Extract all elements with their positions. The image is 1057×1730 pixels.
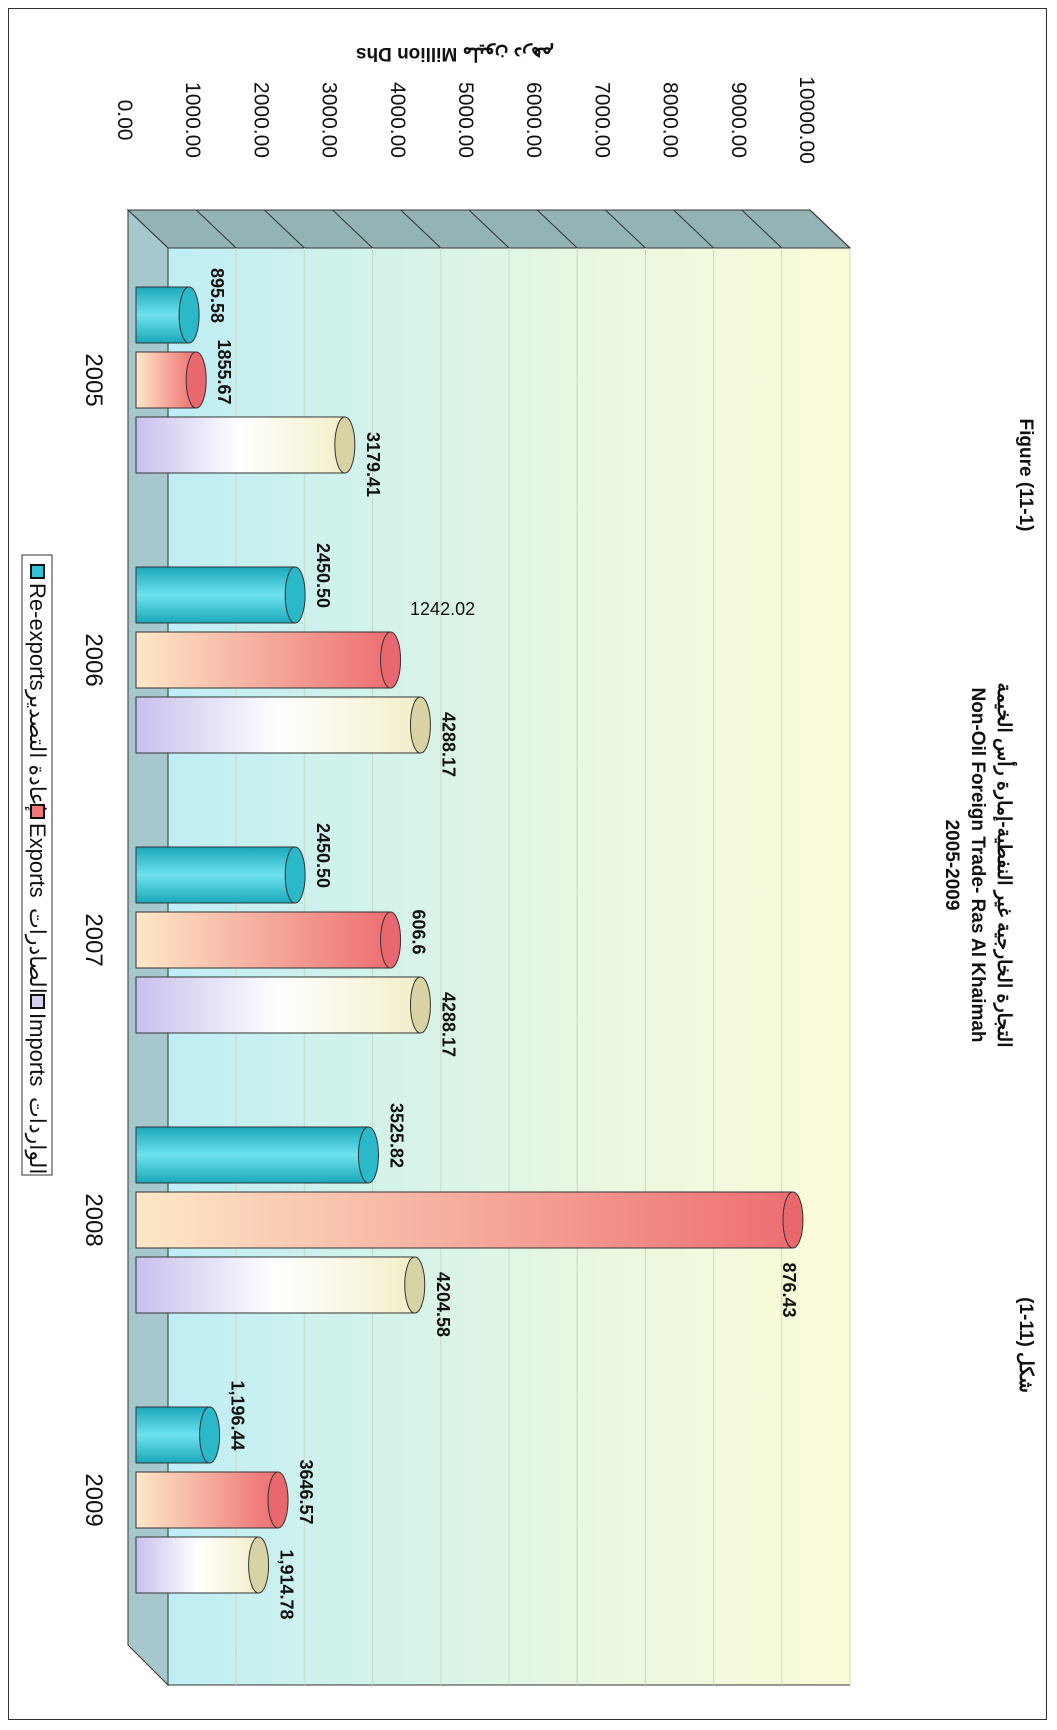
figure-label-en: Figure (11-1) (1015, 419, 1036, 532)
y-tick-label: 5000.00 (454, 82, 477, 158)
legend-swatch-reexports (30, 564, 45, 579)
bar-exports (135, 1471, 279, 1529)
y-tick-label: 1000.00 (181, 82, 204, 158)
bar-re-exports (135, 566, 296, 624)
bar-re-exports (135, 1406, 211, 1464)
gridline-diagonal (400, 209, 442, 249)
data-label: 1855.67 (214, 339, 234, 404)
y-tick-label: 10000.00 (795, 76, 818, 164)
data-label: 1,196.44 (228, 1380, 248, 1450)
gridline-diagonal (536, 209, 578, 249)
bar-imports (135, 416, 346, 474)
bar-cap (284, 566, 306, 624)
y-axis-title: مليون درهم Million Dhs (356, 43, 554, 64)
bar-re-exports (135, 1126, 369, 1184)
bar-imports (135, 976, 421, 1034)
bar-cap (199, 1406, 221, 1464)
gridline-diagonal (605, 209, 646, 249)
legend-swatch-exports (30, 804, 45, 819)
data-label: 2450.50 (313, 543, 333, 608)
y-tick-label: 3000.00 (318, 82, 341, 158)
figure-frame (8, 8, 1047, 1720)
y-tick-label: 9000.00 (727, 82, 750, 158)
bar-cap (409, 976, 431, 1034)
data-label: 1242.02 (410, 599, 475, 619)
x-category-label: 2009 (80, 1473, 107, 1526)
title-ar: التجارة الخارجية غير النفطية-إمارة رأس ا… (992, 683, 1018, 1048)
bar-cap (185, 351, 207, 409)
data-label: 3179.41 (363, 432, 383, 497)
bar-cap (334, 416, 356, 474)
gridline-diagonal (332, 209, 373, 249)
data-label: 3525.82 (386, 1103, 406, 1168)
bar-cap (248, 1536, 270, 1594)
data-label: 4288.17 (438, 712, 458, 777)
bar-cap (267, 1471, 289, 1529)
bar-cap (782, 1191, 804, 1249)
y-tick-label: 2000.00 (249, 82, 272, 158)
gridline-diagonal (809, 209, 851, 249)
data-label: 606.6 (409, 909, 429, 954)
bar-imports (135, 1536, 260, 1594)
data-label: 1,914.78 (277, 1549, 297, 1619)
data-label: 876.43 (779, 1262, 799, 1317)
x-axis-categories: 2005 2006 2007 2008 2009 (80, 353, 107, 1526)
bar-cap (284, 846, 306, 904)
x-category-label: 2006 (80, 633, 107, 686)
x-category-label: 2007 (80, 913, 107, 966)
y-axis-ticks: 0.00 1000.00 2000.00 3000.00 4000.00 5000.00 6… (113, 76, 818, 164)
data-label: 3646.57 (296, 1459, 316, 1524)
gridline-diagonal (741, 209, 783, 249)
y-tick-label: 0.00 (113, 100, 136, 141)
legend-reexports-ar: إعادة التصدير (24, 689, 50, 812)
figure-label-ar: شكل (11-1) (1015, 1297, 1036, 1393)
legend-imports-ar: الواردات (24, 1097, 50, 1175)
gridline-diagonal (195, 209, 237, 249)
x-category-label: 2008 (80, 1193, 107, 1246)
legend-exports: Exports (25, 823, 50, 898)
bar-cap (380, 631, 402, 689)
title-en: Non-Oil Foreign Trade- Ras Al Khaimah (967, 687, 988, 1042)
legend-imports: Imports (25, 1013, 50, 1086)
bar-cap (178, 286, 200, 344)
legend-exports-ar: الصادرات (24, 908, 50, 994)
y-tick-label: 8000.00 (659, 82, 682, 158)
bar-re-exports (135, 846, 296, 904)
bar-cap (409, 696, 431, 754)
y-tick-label: 4000.00 (386, 82, 409, 158)
y-tick-label: 7000.00 (590, 82, 613, 158)
gridline-diagonal (673, 209, 714, 249)
data-label: 895.58 (207, 268, 227, 323)
bar-exports (135, 631, 392, 689)
data-labels: 895.58 1855.67 3179.41 2450.50 1242.02 4288.1… (207, 268, 799, 1620)
x-category-label: 2005 (80, 353, 107, 406)
bar-exports (135, 911, 392, 969)
bar-cap (380, 911, 402, 969)
gridline-diagonal (264, 209, 305, 249)
bar-cap (357, 1126, 379, 1184)
data-label: 4204.58 (433, 1272, 453, 1337)
bar-imports (135, 696, 421, 754)
bars (135, 286, 804, 1594)
bar-cap (404, 1256, 426, 1314)
legend-box (21, 554, 53, 1176)
y-tick-label: 6000.00 (522, 82, 545, 158)
legend: Re-exports إعادة التصدير Exports الصادرا… (21, 554, 53, 1176)
title-block: Figure (11-1) شكل (11-1) التجارة الخارجي… (941, 419, 1036, 1393)
data-label: 4288.17 (438, 992, 458, 1057)
gridline-diagonal (468, 209, 510, 249)
data-label: 2450.50 (313, 823, 333, 888)
legend-reexports: Re-exports (25, 583, 50, 691)
bar-exports (135, 1191, 794, 1249)
bar-imports (135, 1256, 416, 1314)
subtitle: 2005-2009 (941, 820, 962, 911)
legend-swatch-imports (30, 994, 45, 1009)
